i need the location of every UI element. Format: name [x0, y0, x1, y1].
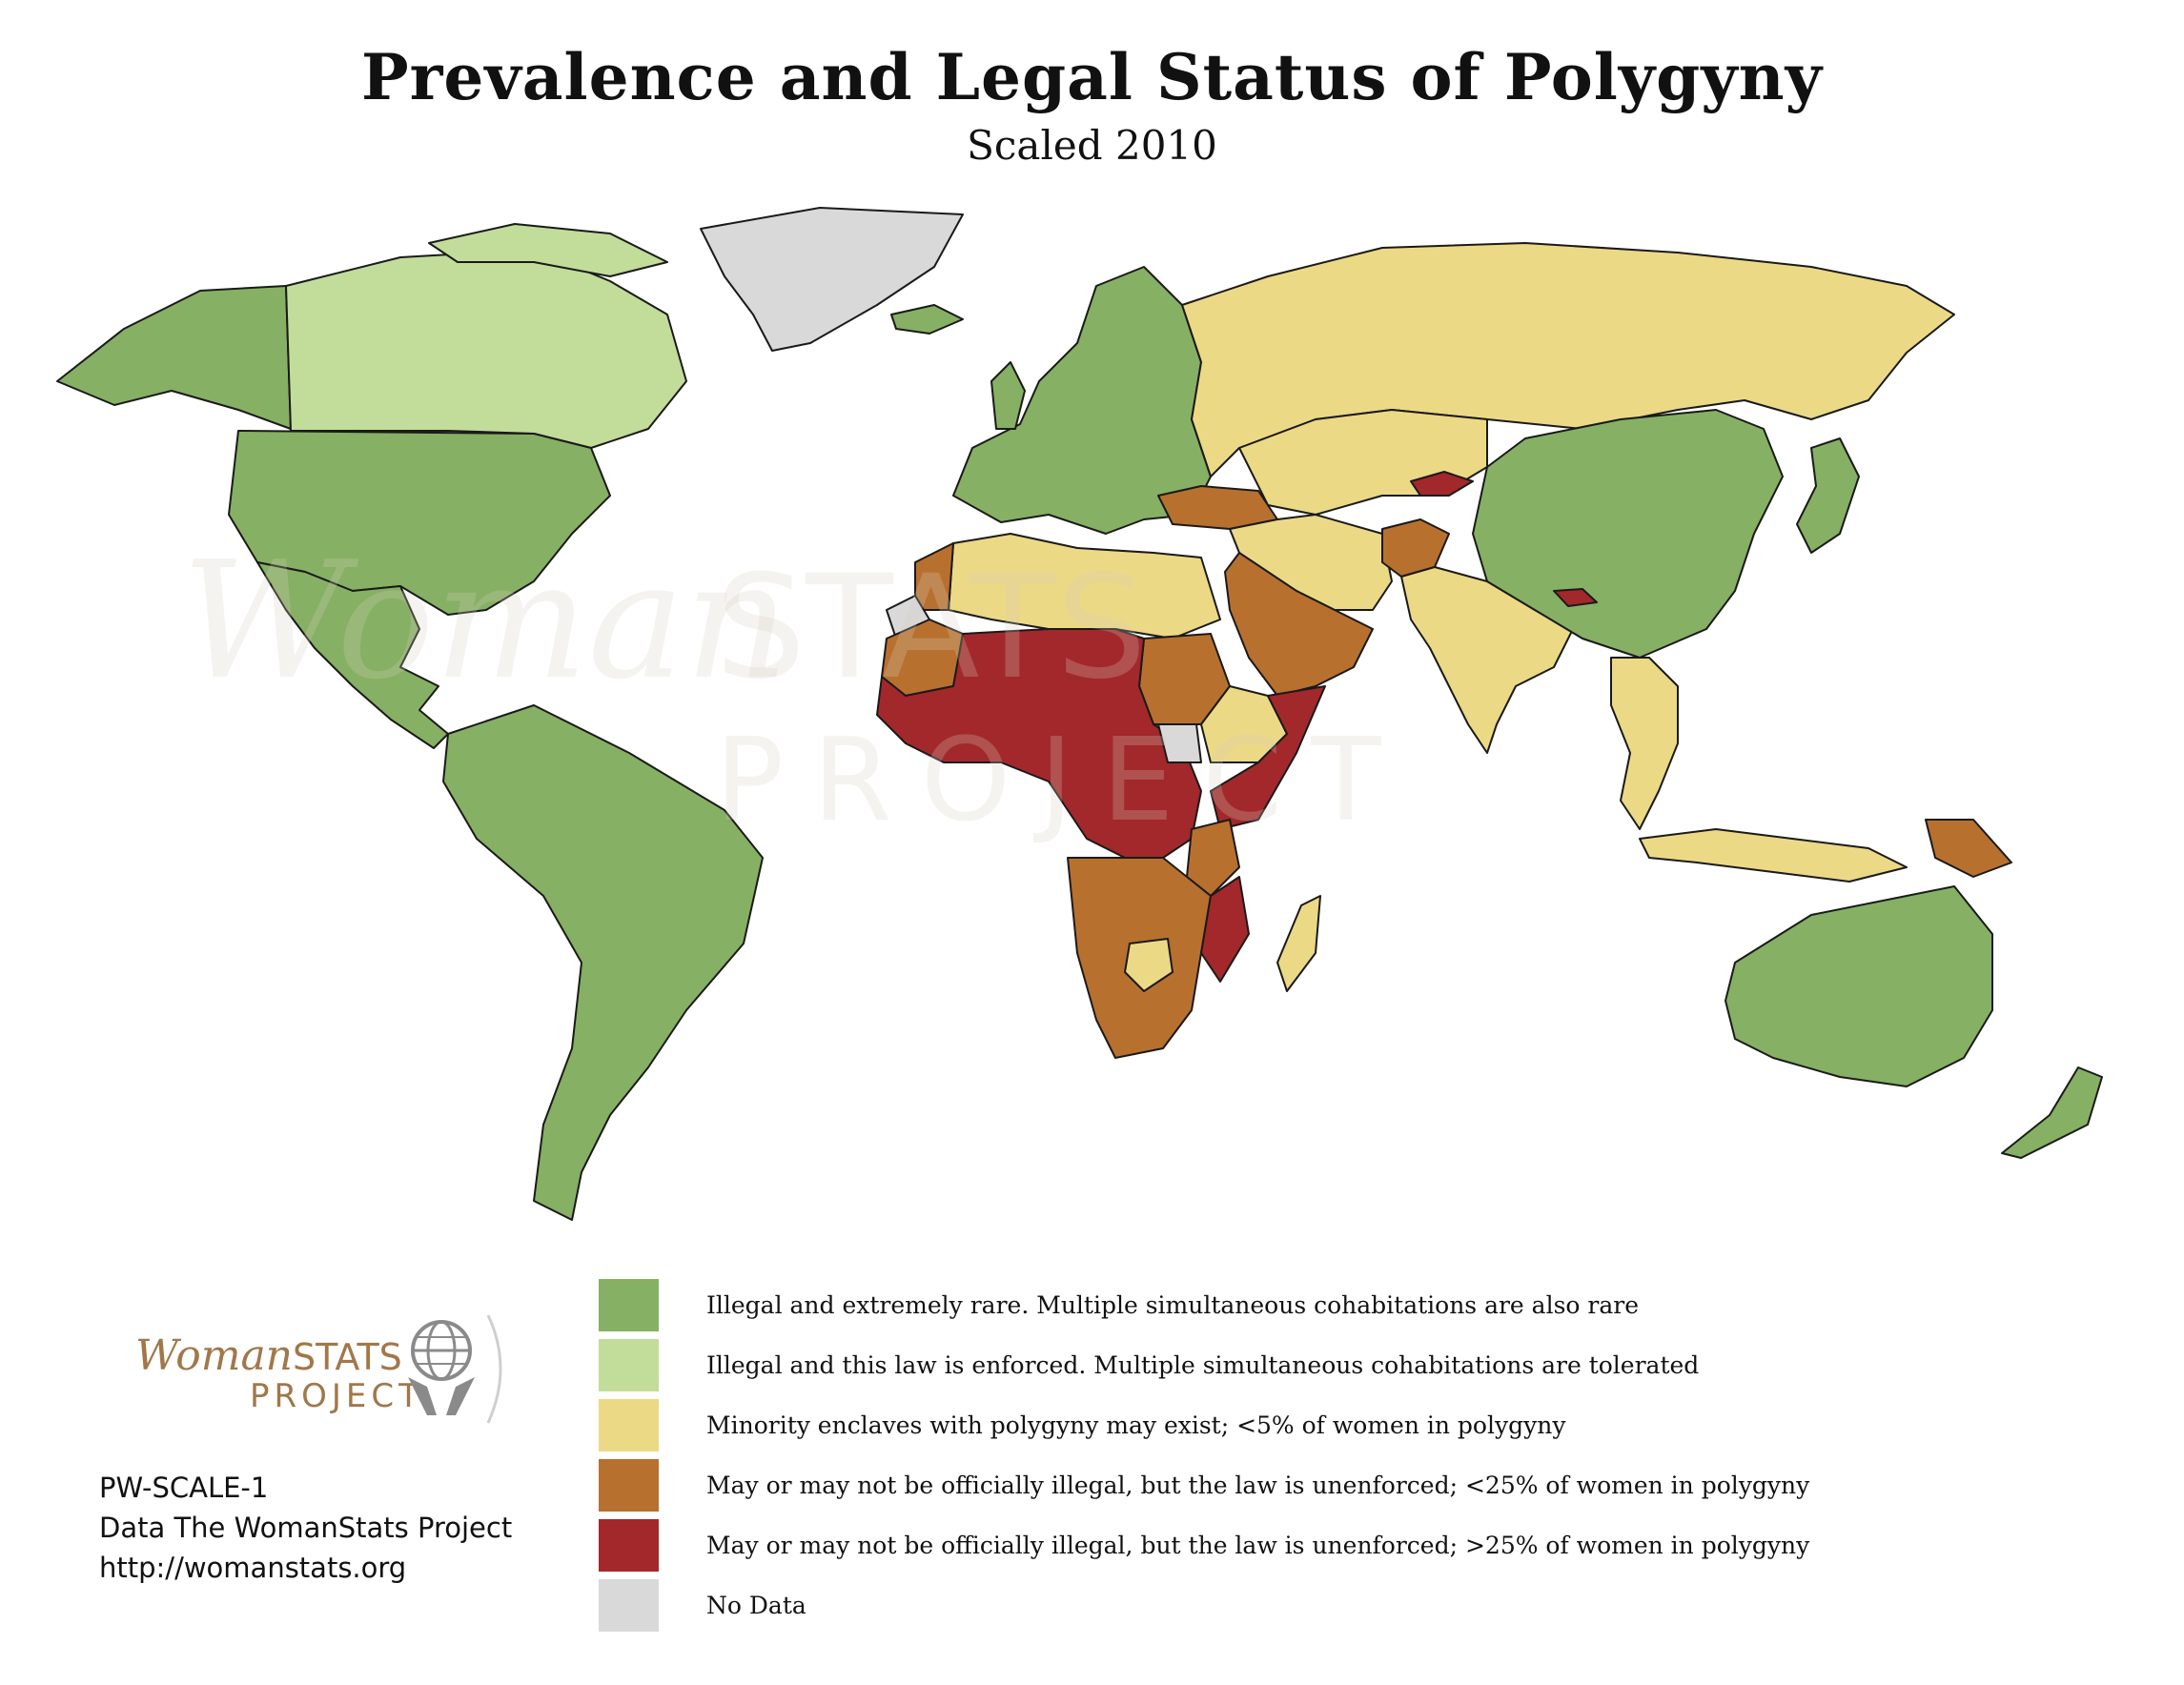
- legend-label: Minority enclaves with polygyny may exis…: [706, 1411, 1566, 1439]
- womanstats-logo: WomanSTATS PROJECT: [124, 1310, 505, 1425]
- region-canada-islands: [428, 223, 668, 277]
- region-iceland: [890, 304, 964, 335]
- credits-url: http://womanstats.org: [99, 1552, 407, 1584]
- region-png: [1925, 819, 2012, 878]
- legend-item-unenforced-gt25: May or may not be officially illegal, bu…: [599, 1515, 1809, 1575]
- credits: PW-SCALE-1 Data The WomanStats Project h…: [99, 1468, 512, 1588]
- region-tanzania: [1186, 819, 1240, 897]
- map-title: Prevalence and Legal Status of Polygyny: [361, 40, 1823, 114]
- legend-item-illegal-enforced: Illegal and this law is enforced. Multip…: [599, 1335, 1809, 1395]
- region-greenland: [700, 207, 964, 352]
- region-japan: [1796, 437, 1860, 554]
- legend-swatch: [599, 1519, 659, 1572]
- region-indonesia: [1639, 828, 1908, 883]
- region-nepal: [1553, 588, 1598, 607]
- region-southeast-asia: [1610, 657, 1679, 830]
- legend-label: May or may not be officially illegal, bu…: [706, 1472, 1810, 1499]
- region-russia: [1181, 242, 1955, 477]
- region-uk: [990, 361, 1026, 430]
- legend-swatch: [599, 1579, 659, 1632]
- credits-code: PW-SCALE-1: [99, 1472, 269, 1504]
- region-morocco: [914, 542, 954, 611]
- legend-label: May or may not be officially illegal, bu…: [706, 1532, 1810, 1559]
- legend-swatch: [599, 1459, 659, 1512]
- legend: Illegal and extremely rare. Multiple sim…: [599, 1275, 1809, 1635]
- region-china: [1472, 409, 1784, 659]
- region-madagascar: [1276, 895, 1321, 992]
- legend-label: Illegal and this law is enforced. Multip…: [706, 1351, 1700, 1379]
- region-mozambique: [1200, 876, 1250, 983]
- credits-source: Data The WomanStats Project: [99, 1512, 513, 1544]
- legend-swatch: [599, 1279, 659, 1331]
- region-australia: [1725, 885, 1993, 1087]
- region-canada: [285, 249, 687, 449]
- legend-item-no-data: No Data: [599, 1575, 1809, 1635]
- region-north-africa: [948, 533, 1221, 639]
- region-arabia: [1224, 552, 1374, 697]
- map-subtitle: Scaled 2010: [967, 122, 1217, 169]
- legend-item-unenforced-lt25: May or may not be officially illegal, bu…: [599, 1455, 1809, 1515]
- region-kyrgyzstan: [1410, 471, 1474, 497]
- globe-hands-icon: [408, 1320, 475, 1415]
- legend-label: No Data: [706, 1592, 806, 1619]
- legend-item-minority-enclaves: Minority enclaves with polygyny may exis…: [599, 1395, 1809, 1455]
- logo-word-woman: Woman: [135, 1331, 294, 1380]
- legend-swatch: [599, 1399, 659, 1452]
- logo-project: PROJECT: [250, 1377, 423, 1415]
- logo-curve-decoration: [486, 1314, 502, 1424]
- region-alaska: [56, 285, 292, 430]
- legend-item-illegal-rare: Illegal and extremely rare. Multiple sim…: [599, 1275, 1809, 1335]
- region-mexico-central-america: [256, 561, 449, 749]
- region-south-sudan: [1157, 723, 1202, 763]
- region-botswana: [1124, 938, 1174, 992]
- region-new-zealand: [2001, 1066, 2103, 1159]
- legend-swatch: [599, 1339, 659, 1391]
- logo-word-stats: STATS: [293, 1336, 402, 1378]
- region-west-central-africa: [876, 628, 1202, 859]
- world-map: [0, 200, 2184, 1249]
- region-south-america: [442, 704, 764, 1221]
- logo-wordmark: WomanSTATS: [135, 1331, 402, 1380]
- legend-label: Illegal and extremely rare. Multiple sim…: [706, 1291, 1640, 1319]
